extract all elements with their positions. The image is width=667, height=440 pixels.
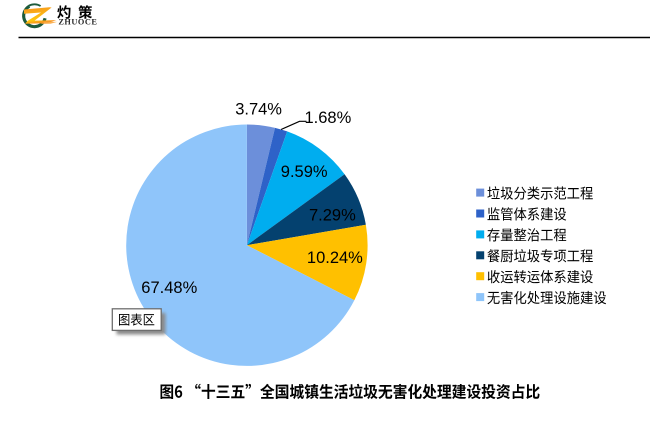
svg-text:3.74%: 3.74%: [235, 101, 282, 119]
svg-text:67.48%: 67.48%: [141, 279, 197, 297]
svg-text:10.24%: 10.24%: [307, 249, 363, 267]
svg-text:7.29%: 7.29%: [309, 207, 356, 225]
svg-text:ZHUOCE: ZHUOCE: [58, 18, 97, 27]
svg-text:9.59%: 9.59%: [281, 163, 328, 181]
svg-text:1.68%: 1.68%: [305, 109, 352, 127]
